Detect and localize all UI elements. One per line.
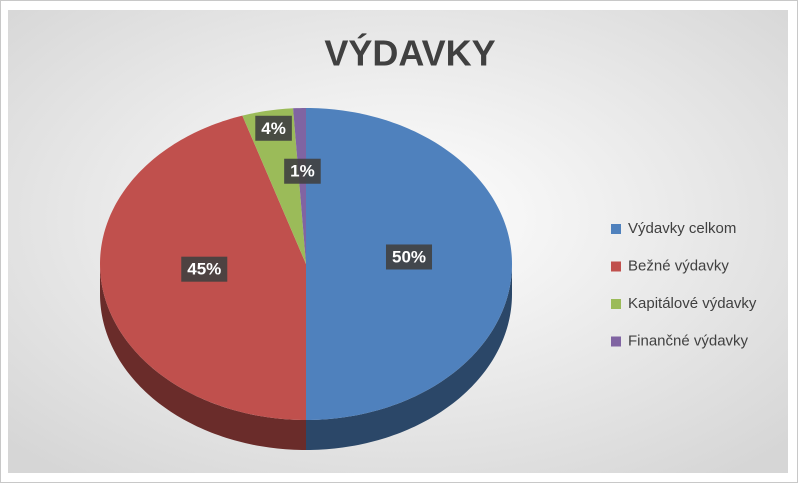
slice bbox=[293, 108, 306, 264]
data-label: 45% bbox=[187, 260, 221, 279]
data-label-box bbox=[255, 115, 292, 141]
legend: Výdavky celkom Bežné výdavky Kapitálové vý… bbox=[611, 220, 757, 349]
legend-label: Kapitálové výdavky bbox=[628, 295, 757, 312]
data-label: 1% bbox=[290, 162, 315, 181]
legend-swatch bbox=[611, 224, 621, 234]
chart-title: VÝDAVKY bbox=[324, 33, 495, 74]
slice-side bbox=[100, 264, 306, 450]
data-label: 4% bbox=[261, 119, 286, 138]
slice bbox=[242, 108, 306, 264]
data-label-box bbox=[284, 158, 321, 184]
slice-side bbox=[306, 264, 512, 450]
legend-swatch bbox=[611, 336, 621, 347]
legend-swatch bbox=[611, 261, 621, 272]
legend-label: Výdavky celkom bbox=[628, 220, 736, 237]
pie: 50% 45% 4% 1% bbox=[100, 108, 512, 450]
legend-label: Finančné výdavky bbox=[628, 332, 749, 349]
data-label: 50% bbox=[392, 247, 426, 266]
legend-swatch bbox=[611, 299, 621, 309]
data-label-box bbox=[385, 244, 433, 270]
legend-label: Bežné výdavky bbox=[628, 257, 729, 274]
data-label-box bbox=[181, 256, 228, 282]
